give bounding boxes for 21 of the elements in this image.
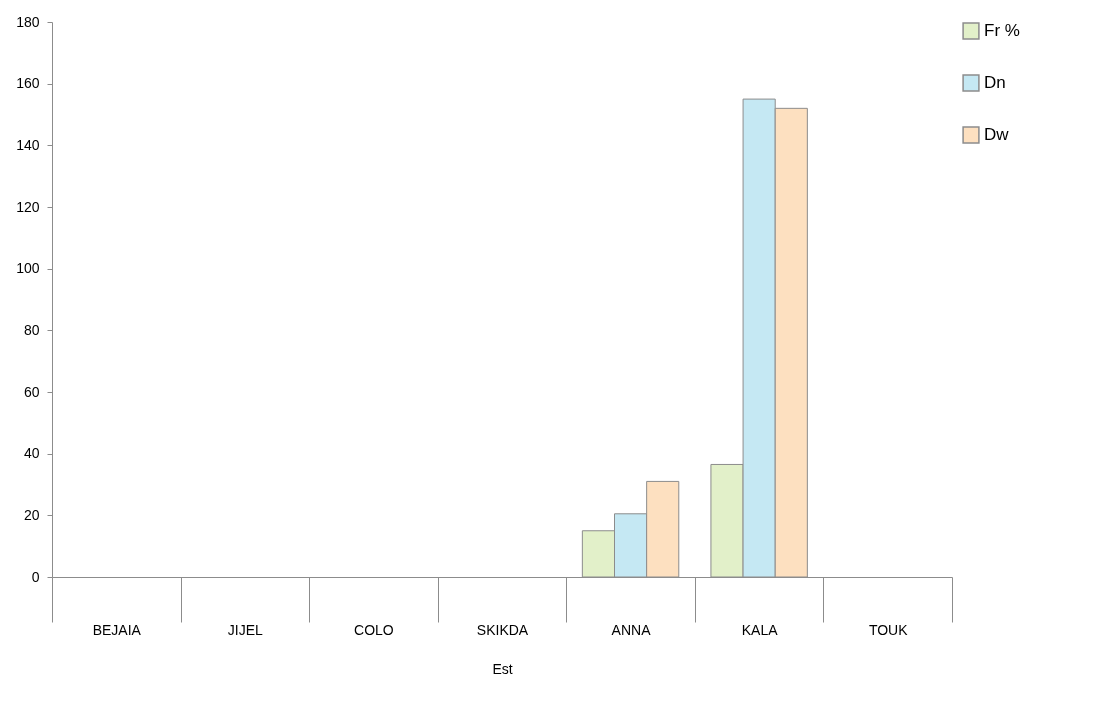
x-tick-label: SKIKDA xyxy=(476,621,529,638)
y-tick-label: 100 xyxy=(16,260,40,277)
x-tick-label: TOUK xyxy=(868,621,909,638)
x-tick-label: ANNA xyxy=(611,621,652,638)
x-tick-label: JIJEL xyxy=(227,621,264,638)
y-tick-label: 80 xyxy=(23,321,40,338)
x-tick-label: COLO xyxy=(354,621,394,638)
y-tick-label: 60 xyxy=(23,383,40,400)
x-tick-label: KALA xyxy=(741,621,779,638)
y-tick-label: 140 xyxy=(16,136,40,153)
x-tick-label: BEJAIA xyxy=(92,621,142,638)
x-axis-title: Est xyxy=(492,660,513,677)
y-tick-label: 20 xyxy=(23,506,40,523)
legend-label: Fr % xyxy=(984,21,1020,40)
y-tick-label: 180 xyxy=(16,13,40,30)
legend-label: Dw xyxy=(984,125,1010,144)
y-tick-label: 40 xyxy=(23,445,40,462)
legend-label: Dn xyxy=(984,73,1006,92)
y-tick-label: 160 xyxy=(16,75,40,92)
y-tick-label: 120 xyxy=(16,198,40,215)
y-tick-label: 0 xyxy=(31,568,40,585)
